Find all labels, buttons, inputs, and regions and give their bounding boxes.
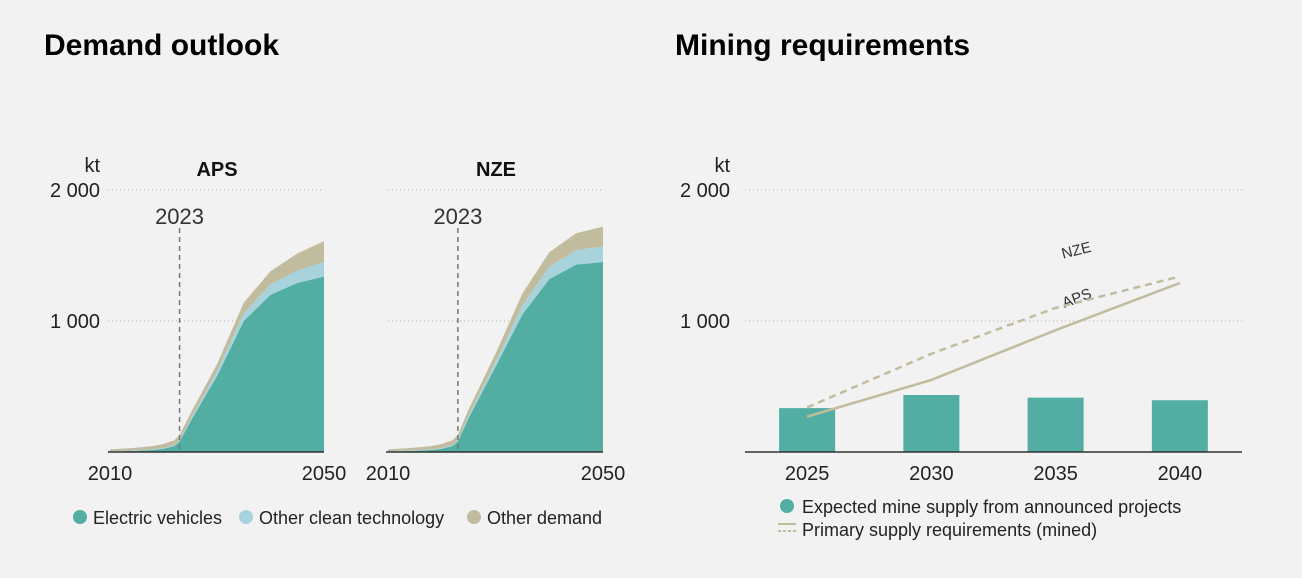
mining-x-tick-2035: 2035 <box>1033 463 1078 485</box>
aps-x-tick-2050: 2050 <box>302 463 347 485</box>
nze-area-other-demand <box>388 226 603 452</box>
aps-x-tick-2010: 2010 <box>88 463 133 485</box>
demand-outlook-title: Demand outlook <box>44 29 279 62</box>
legend-swatch-mine-supply <box>780 499 794 513</box>
mining-y-tick-2000: 2 000 <box>680 180 730 202</box>
legend-label-other-demand: Other demand <box>487 508 602 528</box>
mine-supply-bar-2035 <box>1027 397 1084 452</box>
nze-2023-marker-label: 2023 <box>433 204 482 229</box>
legend-label-other-clean: Other clean technology <box>259 508 444 528</box>
aps-2023-marker-label: 2023 <box>155 204 204 229</box>
mining-x-tick-2030: 2030 <box>909 463 954 485</box>
legend-label-mine-supply: Expected mine supply from announced proj… <box>802 497 1181 517</box>
demand-legend: Electric vehicles Other clean technology O… <box>73 508 602 528</box>
aps-panel-title: APS <box>196 159 237 181</box>
nze-panel-title: NZE <box>476 159 516 181</box>
aps-area-chart: 2023 APS 2010 2050 1 000 2 000 kt <box>50 155 346 485</box>
aps-area-ev <box>110 276 324 452</box>
legend-swatch-other-clean <box>239 510 253 524</box>
mining-y-tick-1000: 1 000 <box>680 311 730 333</box>
mining-legend: Expected mine supply from announced proj… <box>778 497 1181 540</box>
aps-area-other-clean <box>110 262 324 452</box>
requirement-line-nze <box>806 275 1181 409</box>
aps-y-tick-2000: 2 000 <box>50 180 100 202</box>
mine-supply-bar-2030 <box>903 395 960 452</box>
mine-supply-bar-2025 <box>779 408 836 452</box>
requirement-line-aps <box>806 281 1181 418</box>
nze-area-chart: 2023 NZE 2010 2050 <box>366 159 626 485</box>
nze-x-tick-2050: 2050 <box>581 463 626 485</box>
mining-x-tick-2040: 2040 <box>1158 463 1203 485</box>
nze-x-tick-2010: 2010 <box>366 463 411 485</box>
mine-supply-bar-2040 <box>1151 400 1208 452</box>
requirement-line-label-nze: NZE <box>1060 239 1093 263</box>
mining-requirements-title: Mining requirements <box>675 29 970 62</box>
aps-y-tick-1000: 1 000 <box>50 311 100 333</box>
legend-label-primary-supply: Primary supply requirements (mined) <box>802 520 1097 540</box>
legend-swatch-other-demand <box>467 510 481 524</box>
aps-unit-label: kt <box>84 155 100 177</box>
mining-unit-label: kt <box>714 155 730 177</box>
legend-label-ev: Electric vehicles <box>93 508 222 528</box>
mining-x-tick-2025: 2025 <box>785 463 830 485</box>
nze-area-ev <box>388 262 603 452</box>
legend-swatch-ev <box>73 510 87 524</box>
aps-area-other-demand <box>110 241 324 452</box>
